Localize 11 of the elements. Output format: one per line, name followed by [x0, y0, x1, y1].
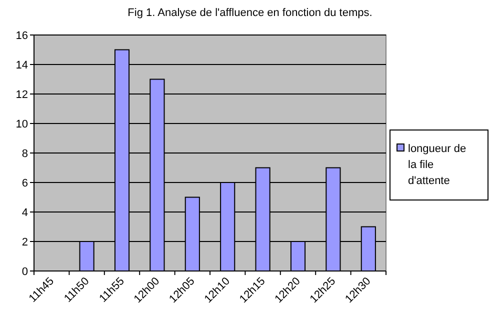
y-tick-label: 2	[22, 236, 28, 248]
y-tick-label: 4	[22, 206, 28, 219]
y-tick-label: 16	[16, 30, 28, 42]
y-tick-label: 8	[22, 148, 28, 160]
chart-title: Fig 1. Analyse de l'affluence en fonction du temps.	[128, 7, 372, 19]
y-tick-label: 6	[22, 177, 28, 190]
y-tick-label: 14	[16, 59, 28, 72]
legend-label: longueur de la file d'attente	[408, 143, 466, 187]
y-tick-label: 12	[16, 88, 28, 101]
y-tick-label: 0	[22, 266, 28, 278]
y-tick-label: 10	[16, 118, 28, 130]
